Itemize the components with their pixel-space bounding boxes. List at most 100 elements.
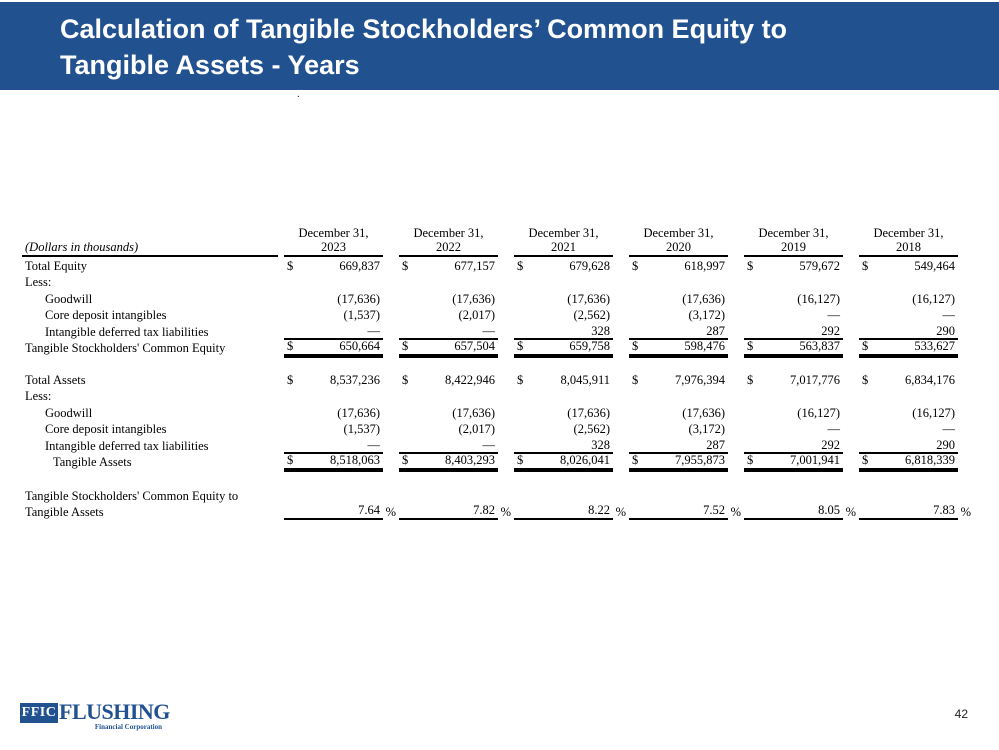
cell-value: (17,636) — [337, 405, 380, 420]
cell-value-line: — — [399, 438, 498, 454]
percent-sign: % — [730, 505, 741, 519]
page-number: 42 — [954, 707, 968, 721]
table-cell: 7.64% — [284, 503, 399, 520]
cell-value-line: 287 — [629, 324, 728, 340]
table-row: Tangible Stockholders' Common Equity to — [22, 487, 978, 504]
dollar-sign: $ — [862, 339, 869, 353]
cell-value: 287 — [706, 323, 725, 338]
table-cell: $8,422,946 — [399, 373, 514, 388]
logo-ffic-badge: FFIC — [20, 703, 58, 723]
dollar-sign: $ — [517, 372, 524, 387]
table-cell: $669,837 — [284, 259, 399, 274]
column-header-date: December 31, — [758, 225, 829, 240]
cell-value: (16,127) — [797, 291, 840, 306]
dollar-sign: $ — [747, 453, 754, 467]
cell-value: (17,636) — [567, 405, 610, 420]
cell-value: — — [942, 308, 956, 322]
row-label: Intangible deferred tax liabilities — [45, 438, 209, 453]
cell-value: 290 — [936, 323, 955, 338]
cell-value: 8,045,911 — [560, 372, 610, 387]
table-cell: 292 — [744, 324, 859, 340]
table-row: Less: — [22, 274, 978, 291]
table-cell: (17,636) — [284, 406, 399, 421]
cell-value: 287 — [706, 437, 725, 452]
table-header-row: (Dollars in thousands) 2023 2022 2021 2020 20… — [22, 240, 978, 257]
dollar-sign: $ — [632, 453, 639, 467]
cell-value-line: — — [744, 422, 843, 437]
cell-value-line: 290 — [859, 438, 958, 454]
cell-value-line: $8,422,946 — [399, 373, 498, 388]
cell-value: (2,562) — [573, 308, 610, 322]
year-underline: 2023 — [284, 240, 383, 257]
dollar-sign: $ — [632, 339, 639, 353]
table-cell: $679,628 — [514, 259, 629, 274]
dollar-sign: $ — [402, 453, 409, 467]
row-label: Total Assets — [25, 372, 86, 387]
table-cell: (1,537) — [284, 422, 399, 437]
cell-value: — — [827, 422, 841, 436]
cell-value: (17,636) — [337, 291, 380, 306]
cell-value: 8.05 — [818, 503, 840, 517]
percent-sign: % — [960, 505, 971, 519]
cell-value: — — [367, 323, 381, 338]
row-label: Total Equity — [25, 258, 87, 273]
row-label: Tangible Assets — [53, 455, 132, 469]
cell-value: 8,026,041 — [560, 453, 610, 467]
cell-value-line: (3,172) — [629, 422, 728, 437]
percent-sign: % — [385, 505, 396, 519]
cell-value: 7.83 — [933, 503, 955, 517]
dollar-sign: $ — [402, 339, 409, 353]
cell-value-line: $549,464 — [859, 259, 958, 274]
unit-note: (Dollars in thousands) — [22, 240, 278, 257]
table-spacer-row — [22, 470, 978, 487]
dollar-sign: $ — [287, 339, 294, 353]
cell-value: 650,664 — [339, 339, 380, 353]
row-label: Intangible deferred tax liabilities — [45, 324, 209, 339]
cell-value-line: 292 — [744, 438, 843, 454]
table-cell: 328 — [514, 438, 629, 454]
cell-value-line: — — [284, 324, 383, 340]
cell-value: (16,127) — [912, 405, 955, 420]
cell-value-line: (17,636) — [629, 406, 728, 421]
cell-value: (2,017) — [458, 422, 495, 436]
logo-company-name: FLUSHING — [59, 699, 170, 724]
cell-value-line: (3,172) — [629, 308, 728, 323]
stray-period: . — [297, 88, 300, 100]
financial-table: December 31, December 31, December 31, Dece… — [22, 224, 978, 520]
table-cell: 8.22% — [514, 503, 629, 520]
cell-value-line: (17,636) — [629, 292, 728, 307]
cell-value-line: $618,997 — [629, 259, 728, 274]
cell-value-line: (16,127) — [744, 406, 843, 421]
cell-value-line: $598,476 — [629, 338, 728, 358]
cell-value-line: $8,045,911 — [514, 373, 613, 388]
cell-value-line: $657,504 — [399, 338, 498, 358]
table-row: Goodwill (17,636) (17,636) (17,636) (17,636)… — [22, 290, 978, 307]
dollar-sign: $ — [632, 372, 639, 387]
table-cell: (17,636) — [399, 292, 514, 307]
cell-value-line: — — [744, 308, 843, 323]
row-label: Core deposit intangibles — [45, 308, 167, 322]
cell-value-line: $8,518,063 — [284, 452, 383, 472]
cell-value: — — [482, 323, 496, 338]
cell-value: — — [942, 422, 956, 436]
dollar-sign: $ — [862, 453, 869, 467]
cell-value-line: $650,664 — [284, 338, 383, 358]
year-underline: 2022 — [399, 240, 498, 257]
table-row: Less: — [22, 388, 978, 405]
table-cell: 292 — [744, 438, 859, 454]
cell-value: 7,001,941 — [790, 453, 840, 467]
table-cell: (16,127) — [744, 406, 859, 421]
cell-value-line: $6,818,339 — [859, 452, 958, 472]
table-cell: $579,672 — [744, 259, 859, 274]
column-header-date: December 31, — [643, 225, 714, 240]
row-label: Tangible Stockholders' Common Equity to — [25, 488, 239, 503]
cell-value-line: (1,537) — [284, 308, 383, 323]
cell-value-line: 7.82 — [399, 503, 498, 520]
table-cell: (3,172) — [629, 308, 744, 323]
cell-value-line: (16,127) — [744, 292, 843, 307]
column-header-date: December 31, — [873, 225, 944, 240]
slide-title-line1: Calculation of Tangible Stockholders’ Co… — [60, 14, 788, 44]
dollar-sign: $ — [287, 453, 294, 467]
cell-value: — — [827, 308, 841, 322]
table-cell: (2,562) — [514, 308, 629, 323]
